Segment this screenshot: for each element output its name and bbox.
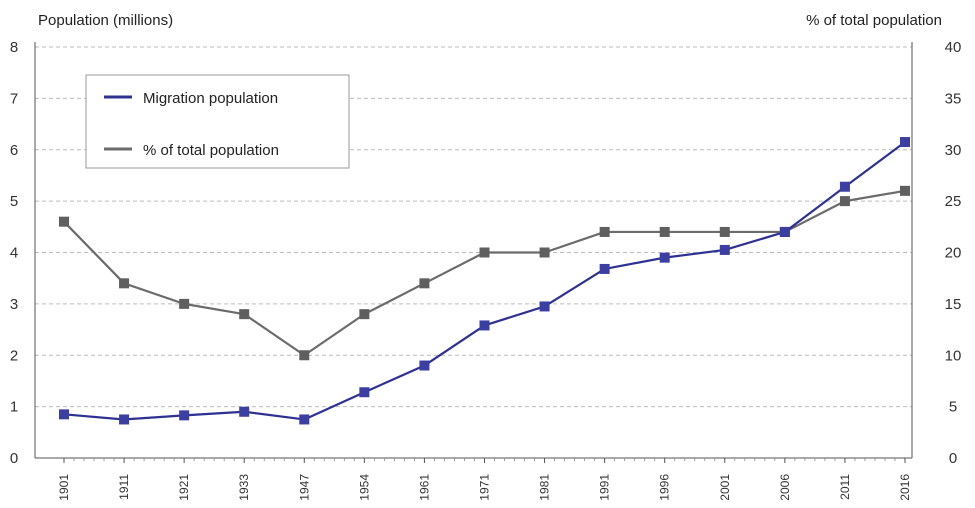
x-tick-label: 1901: [57, 474, 71, 501]
x-tick-label: 1933: [237, 474, 251, 501]
x-tick-label: 1971: [478, 474, 492, 501]
data-point-percent: [900, 185, 910, 196]
data-point-percent: [239, 309, 250, 320]
data-point-migration: [59, 409, 69, 420]
x-tick-label: 1954: [357, 474, 371, 501]
y-axis-right-title: % of total population: [806, 12, 942, 29]
data-point-migration: [239, 406, 250, 417]
y-left-tick-label: 7: [10, 90, 18, 107]
legend: Migration population % of total populati…: [85, 74, 350, 169]
data-point-percent: [599, 226, 610, 237]
data-point-migration: [839, 181, 850, 192]
data-point-migration: [599, 263, 610, 274]
y-right-tick-label: 30: [945, 142, 962, 159]
x-tick-label: 1961: [417, 474, 431, 501]
y-left-tick-label: 2: [10, 347, 18, 364]
y-left-tick-label: 3: [10, 296, 18, 313]
x-tick-label: 2011: [838, 474, 852, 500]
legend-label-percent: % of total population: [143, 142, 279, 159]
data-point-percent: [479, 247, 490, 258]
data-point-percent: [359, 309, 370, 320]
data-point-percent: [839, 196, 850, 207]
y-right-tick-label: 25: [945, 193, 962, 210]
y-left-tick-label: 5: [10, 193, 18, 210]
x-tick-label: 1911: [117, 474, 131, 500]
y-axis-left-title: Population (millions): [38, 12, 173, 29]
legend-box: [85, 74, 350, 169]
data-point-migration: [119, 414, 130, 425]
y-left-tick-label: 0: [10, 450, 18, 467]
y-right-tick-label: 15: [945, 296, 962, 313]
y-right-tick-label: 20: [945, 245, 962, 262]
y-left-tick-label: 4: [10, 245, 18, 262]
x-tick-label: 1996: [658, 474, 672, 501]
data-point-percent: [659, 226, 670, 237]
y-right-tick-label: 0: [949, 450, 957, 467]
y-left-tick-label: 6: [10, 142, 18, 159]
data-point-migration: [299, 414, 310, 425]
data-point-migration: [359, 387, 370, 398]
series-line-migration: [63, 141, 906, 421]
axes: 0 1 2 3 4 5 6 7 8 0 5 10 15 20 25 30 35 40 1901 1911 1921 193…: [10, 39, 962, 501]
legend-label-migration: Migration population: [143, 90, 278, 107]
data-point-percent: [59, 216, 69, 227]
x-tick-label: 1947: [297, 474, 311, 501]
grid-lines: [35, 46, 912, 408]
x-tick-label: 2006: [778, 474, 792, 501]
plot-series: [59, 137, 910, 425]
data-point-migration: [900, 137, 910, 148]
data-point-percent: [299, 350, 310, 361]
series-line-percent: [63, 189, 906, 357]
data-point-migration: [779, 226, 790, 237]
x-tick-label: 1981: [538, 474, 552, 501]
y-left-tick-label: 1: [10, 399, 18, 416]
data-point-migration: [419, 360, 430, 371]
x-tick-label: 2016: [898, 474, 912, 501]
y-right-tick-label: 35: [945, 90, 962, 107]
data-point-percent: [179, 298, 190, 309]
y-right-tick-label: 10: [945, 347, 962, 364]
data-point-percent: [119, 278, 130, 289]
y-left-tick-label: 8: [10, 39, 18, 56]
data-point-migration: [719, 244, 730, 255]
data-point-migration: [659, 252, 670, 263]
data-point-percent: [539, 247, 550, 258]
x-tick-label: 1921: [177, 474, 191, 501]
data-point-migration: [539, 301, 550, 312]
x-tick-label: 2001: [718, 474, 732, 501]
data-point-migration: [479, 320, 490, 331]
data-point-percent: [719, 226, 730, 237]
data-point-percent: [419, 278, 430, 289]
y-right-tick-label: 40: [945, 39, 962, 56]
data-point-migration: [179, 410, 190, 421]
x-tick-label: 1991: [598, 474, 612, 501]
y-right-tick-label: 5: [949, 399, 957, 416]
